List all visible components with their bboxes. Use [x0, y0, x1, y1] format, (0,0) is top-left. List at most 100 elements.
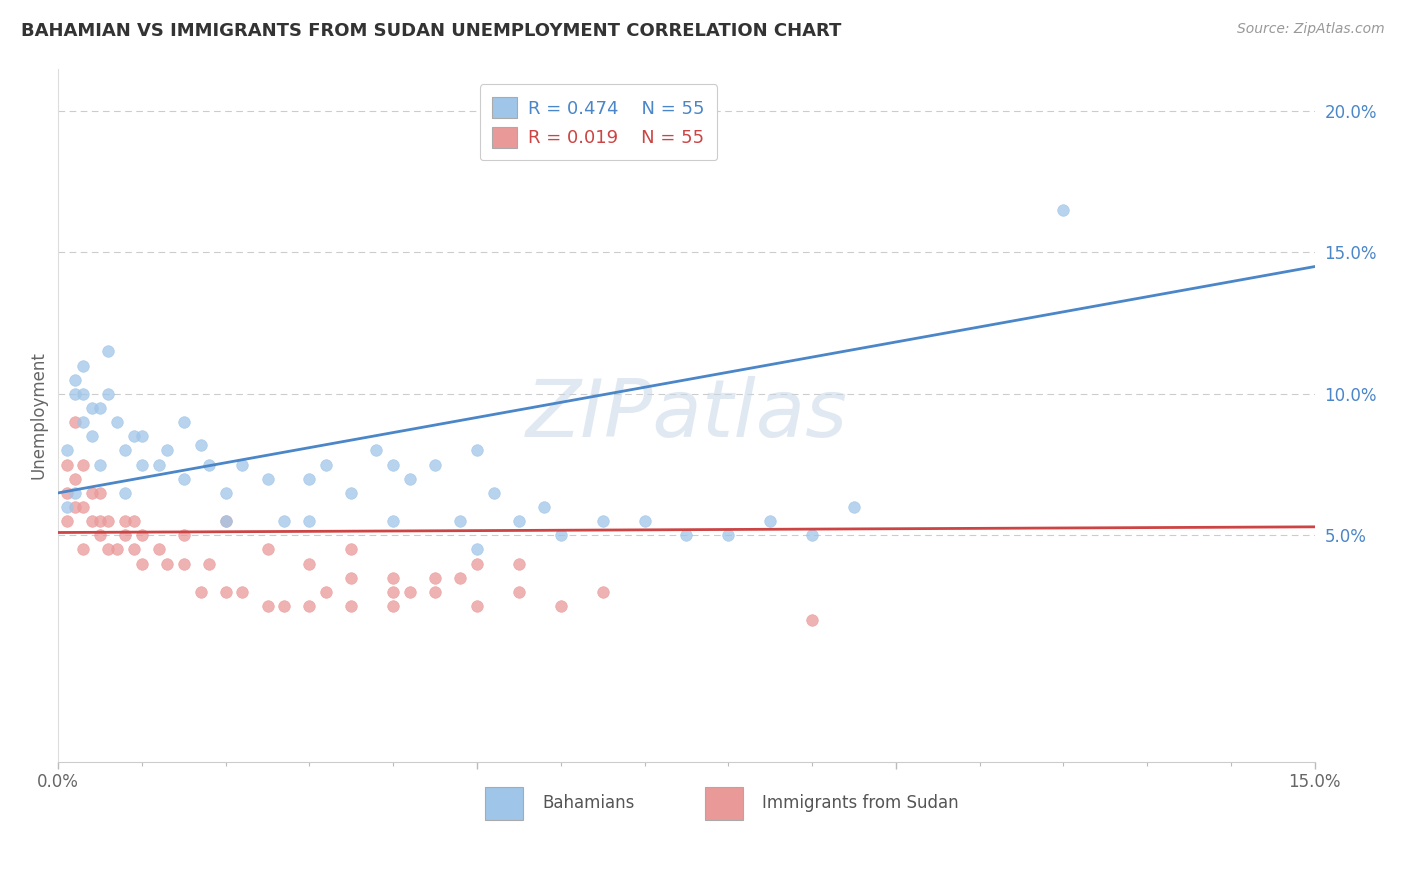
Point	[1052, 202, 1074, 217]
Point	[298, 472, 321, 486]
Point	[298, 599, 321, 613]
Point	[89, 528, 111, 542]
Point	[89, 514, 111, 528]
Point	[256, 472, 278, 486]
Point	[55, 458, 77, 472]
Point	[423, 571, 446, 585]
Point	[717, 528, 740, 542]
Point	[156, 557, 179, 571]
Point	[423, 585, 446, 599]
Point	[63, 387, 86, 401]
Point	[449, 571, 471, 585]
Point	[482, 486, 505, 500]
Point	[340, 486, 363, 500]
Point	[633, 514, 655, 528]
Point	[508, 585, 530, 599]
Point	[55, 500, 77, 514]
Point	[114, 514, 136, 528]
Point	[298, 557, 321, 571]
Point	[131, 557, 153, 571]
Point	[465, 557, 488, 571]
Point	[80, 514, 103, 528]
Point	[131, 458, 153, 472]
Point	[148, 542, 170, 557]
Point	[215, 585, 238, 599]
Point	[801, 528, 824, 542]
Point	[315, 585, 337, 599]
Point	[63, 472, 86, 486]
Point	[449, 514, 471, 528]
Point	[122, 514, 145, 528]
Point	[156, 443, 179, 458]
Y-axis label: Unemployment: Unemployment	[30, 351, 46, 479]
Point	[173, 415, 195, 429]
Point	[105, 542, 128, 557]
Point	[382, 514, 405, 528]
Point	[198, 557, 221, 571]
Point	[340, 599, 363, 613]
Point	[55, 514, 77, 528]
Point	[592, 585, 614, 599]
Point	[55, 443, 77, 458]
Point	[173, 528, 195, 542]
Point	[675, 528, 697, 542]
Point	[97, 344, 120, 359]
Point	[131, 528, 153, 542]
Point	[273, 599, 295, 613]
Point	[97, 514, 120, 528]
Point	[340, 571, 363, 585]
Point	[72, 415, 94, 429]
Point	[63, 486, 86, 500]
Point	[72, 458, 94, 472]
Point	[114, 528, 136, 542]
Point	[215, 514, 238, 528]
Text: Source: ZipAtlas.com: Source: ZipAtlas.com	[1237, 22, 1385, 37]
Point	[465, 599, 488, 613]
Point	[190, 438, 212, 452]
Point	[97, 542, 120, 557]
Point	[382, 458, 405, 472]
Point	[366, 443, 388, 458]
Point	[508, 557, 530, 571]
Point	[89, 401, 111, 415]
Point	[72, 387, 94, 401]
Point	[592, 514, 614, 528]
Point	[63, 373, 86, 387]
Point	[80, 486, 103, 500]
Point	[215, 514, 238, 528]
Point	[550, 599, 572, 613]
Point	[198, 458, 221, 472]
Point	[340, 542, 363, 557]
Point	[80, 429, 103, 443]
Point	[72, 359, 94, 373]
Point	[231, 458, 253, 472]
Point	[842, 500, 865, 514]
Point	[89, 486, 111, 500]
Point	[382, 599, 405, 613]
Point	[399, 585, 422, 599]
Point	[382, 585, 405, 599]
Point	[533, 500, 555, 514]
Point	[122, 542, 145, 557]
Point	[315, 458, 337, 472]
Point	[382, 571, 405, 585]
Point	[508, 514, 530, 528]
Legend: R = 0.474    N = 55, R = 0.019    N = 55: R = 0.474 N = 55, R = 0.019 N = 55	[479, 85, 717, 161]
Point	[273, 514, 295, 528]
Point	[298, 514, 321, 528]
Point	[72, 542, 94, 557]
Point	[399, 472, 422, 486]
Point	[231, 585, 253, 599]
Point	[173, 557, 195, 571]
Point	[80, 401, 103, 415]
Point	[97, 387, 120, 401]
Point	[89, 458, 111, 472]
Point	[465, 443, 488, 458]
Point	[550, 528, 572, 542]
Point	[173, 472, 195, 486]
Point	[63, 500, 86, 514]
Point	[190, 585, 212, 599]
Text: BAHAMIAN VS IMMIGRANTS FROM SUDAN UNEMPLOYMENT CORRELATION CHART: BAHAMIAN VS IMMIGRANTS FROM SUDAN UNEMPL…	[21, 22, 841, 40]
Point	[759, 514, 782, 528]
Point	[215, 486, 238, 500]
